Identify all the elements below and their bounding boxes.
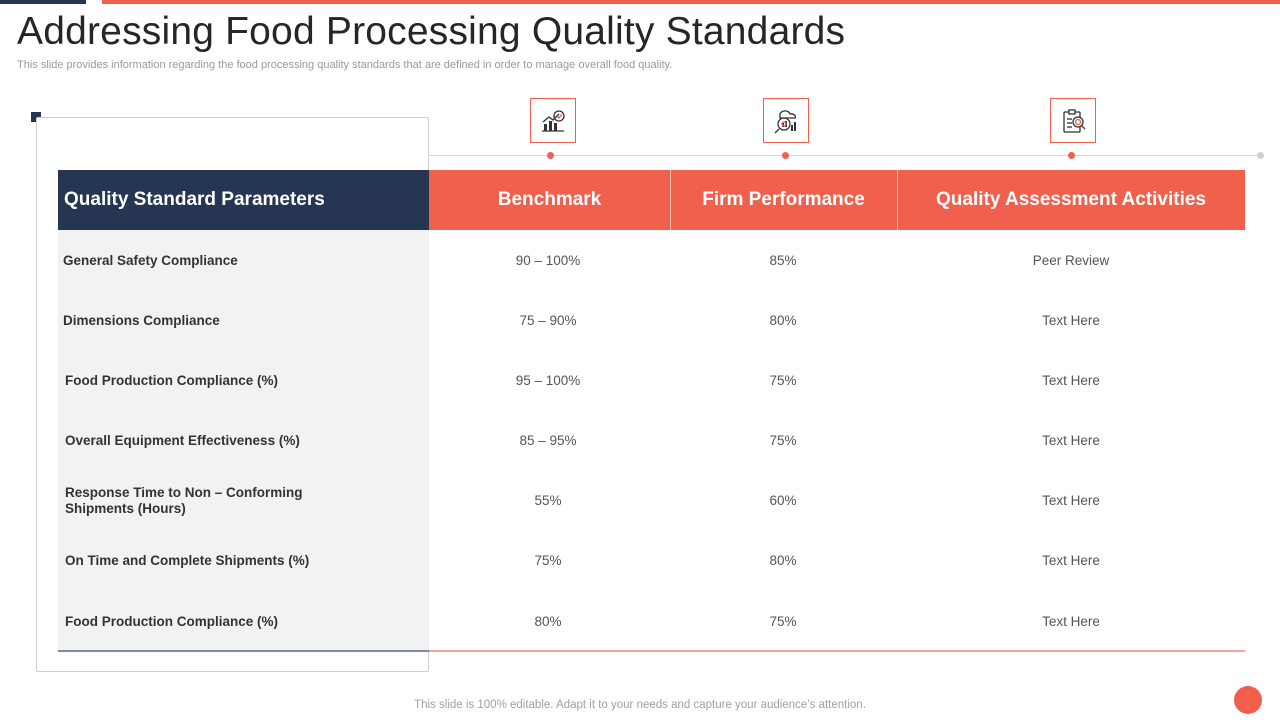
row-parameter: Dimensions Compliance — [63, 313, 220, 328]
table-bottom-line-accent — [429, 650, 1245, 652]
footer-text: This slide is 100% editable. Adapt it to… — [414, 699, 866, 711]
slide-subtitle: This slide provides information regardin… — [17, 59, 673, 71]
row-benchmark: 90 – 100% — [515, 253, 581, 268]
row-performance: 75% — [769, 614, 797, 629]
timeline-end-dot — [1257, 152, 1264, 159]
header-firm-performance: Firm Performance — [670, 170, 897, 230]
top-bar-dark — [0, 0, 86, 4]
row-parameter: Food Production Compliance (%) — [65, 614, 278, 629]
row-activity: Text Here — [1042, 313, 1100, 328]
performance-analysis-icon — [763, 98, 809, 143]
row-benchmark: 85 – 95% — [519, 433, 577, 448]
row-activity: Text Here — [1042, 373, 1100, 388]
row-parameter: Overall Equipment Effectiveness (%) — [65, 433, 300, 448]
row-performance: 75% — [769, 433, 797, 448]
timeline-dot-benchmark — [547, 152, 554, 159]
row-benchmark: 95 – 100% — [515, 373, 581, 388]
header-benchmark: Benchmark — [429, 170, 670, 230]
row-activity: Text Here — [1042, 553, 1100, 568]
timeline-line — [428, 155, 1262, 156]
table-bottom-line — [58, 650, 429, 652]
header-parameters: Quality Standard Parameters — [58, 170, 429, 230]
row-benchmark: 80% — [534, 614, 562, 629]
row-activity: Text Here — [1042, 614, 1100, 629]
timeline-dot-activities — [1068, 152, 1075, 159]
slide-title: Addressing Food Processing Quality Stand… — [17, 10, 846, 53]
slide-footer: This slide is 100% editable. Adapt it to… — [0, 699, 1280, 711]
header-benchmark-label: Benchmark — [497, 189, 602, 210]
timeline-dot-performance — [782, 152, 789, 159]
row-benchmark: 75% — [534, 553, 562, 568]
row-performance: 75% — [769, 373, 797, 388]
row-parameter: Food Production Compliance (%) — [65, 373, 278, 388]
row-benchmark: 55% — [534, 493, 562, 508]
row-parameter: General Safety Compliance — [63, 253, 238, 268]
row-activity: Text Here — [1042, 433, 1100, 448]
benchmark-chart-icon — [530, 98, 576, 143]
header-quality-activities-label: Quality Assessment Activities — [936, 189, 1206, 210]
row-activity: Peer Review — [1032, 253, 1110, 268]
assessment-checklist-icon — [1050, 98, 1096, 143]
header-quality-activities: Quality Assessment Activities — [897, 170, 1245, 230]
header-firm-performance-label: Firm Performance — [702, 189, 865, 210]
row-performance: 80% — [769, 553, 797, 568]
corner-circle — [1234, 686, 1262, 714]
row-parameter: On Time and Complete Shipments (%) — [65, 553, 310, 568]
header-divider — [670, 170, 671, 230]
row-performance: 60% — [769, 493, 797, 508]
row-benchmark: 75 – 90% — [519, 313, 577, 328]
row-performance: 85% — [769, 253, 797, 268]
header-parameters-label: Quality Standard Parameters — [64, 189, 325, 210]
top-bar-accent — [102, 0, 1280, 4]
row-performance: 80% — [769, 313, 797, 328]
parameters-panel — [58, 230, 429, 651]
row-activity: Text Here — [1042, 493, 1100, 508]
header-divider — [897, 170, 898, 230]
row-parameter: Response Time to Non – Conforming Shipme… — [65, 485, 303, 516]
